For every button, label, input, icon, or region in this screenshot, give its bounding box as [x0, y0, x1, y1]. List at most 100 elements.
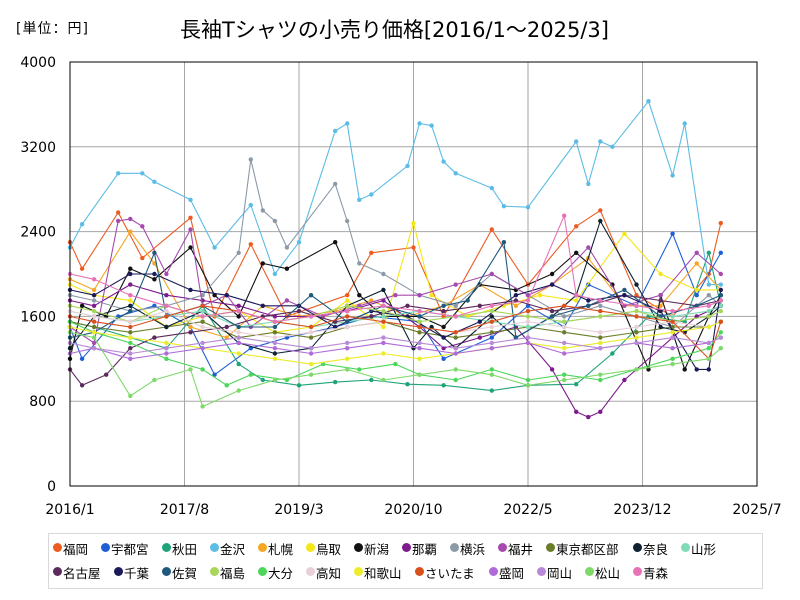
data-point: [188, 197, 193, 202]
data-point: [91, 335, 97, 340]
data-point: [236, 303, 241, 308]
legend-label: さいたま: [425, 566, 475, 581]
legend-marker: [258, 567, 267, 576]
data-point: [164, 356, 169, 361]
data-point: [634, 308, 639, 314]
legend-marker: [162, 543, 171, 552]
data-point: [128, 324, 133, 330]
data-point: [188, 215, 193, 220]
data-point: [634, 335, 639, 340]
data-point: [272, 324, 278, 330]
y-tick-label: 1600: [20, 309, 56, 325]
series-青森: [67, 213, 723, 324]
data-point: [200, 404, 205, 409]
data-point: [441, 383, 446, 388]
data-point: [453, 330, 458, 335]
legend-label: 秋田: [172, 542, 198, 557]
legend-label: 札幌: [268, 542, 294, 557]
legend-label: 岡山: [547, 566, 573, 581]
y-tick-label: 3200: [20, 140, 56, 156]
legend-label: 鳥取: [316, 542, 342, 557]
data-point: [489, 335, 494, 340]
data-point: [417, 319, 422, 324]
data-point: [525, 298, 531, 303]
data-point: [646, 99, 651, 104]
axis-ticks: 2016/1 2017/8 2019/3 2020/10 2022/5 2023/12 20…: [20, 55, 781, 518]
data-point: [188, 227, 193, 232]
data-point: [91, 308, 97, 314]
data-point: [369, 192, 374, 197]
legend-marker: [633, 543, 642, 552]
data-point: [417, 308, 422, 314]
data-point: [91, 277, 97, 282]
chart-title: 長袖Tシャツの小売り価格[2016/1～2025/3]: [180, 18, 609, 42]
data-point: [128, 335, 133, 340]
data-point: [718, 250, 723, 255]
data-point: [549, 314, 555, 319]
data-point: [598, 372, 603, 377]
data-point: [345, 298, 350, 303]
data-point: [670, 308, 675, 314]
legend-label: 佐賀: [172, 566, 198, 581]
data-point: [236, 335, 241, 340]
legend-marker: [498, 543, 507, 552]
legend-marker: [114, 567, 123, 576]
data-point: [549, 271, 555, 277]
legend-label: 東京都区部: [556, 542, 619, 557]
legend-marker: [210, 543, 219, 552]
data-point: [200, 324, 205, 330]
data-point: [634, 330, 639, 335]
series-line: [69, 222, 721, 333]
legend-marker: [258, 543, 267, 552]
data-point: [345, 340, 350, 346]
x-tick-label: 2025/7: [732, 502, 781, 518]
data-point: [308, 293, 314, 298]
data-point: [381, 303, 386, 308]
data-point: [128, 303, 133, 308]
data-point: [128, 229, 133, 234]
data-point: [116, 218, 121, 224]
data-point: [574, 298, 579, 303]
data-point: [562, 303, 567, 308]
data-point: [682, 121, 687, 126]
data-point: [91, 324, 97, 330]
data-point: [489, 372, 494, 377]
data-point: [357, 197, 362, 202]
legend-label: 山形: [691, 542, 717, 557]
data-point: [598, 340, 603, 346]
data-point: [91, 298, 97, 303]
data-point: [164, 308, 169, 314]
data-point: [296, 383, 302, 388]
legend-label: 福岡: [63, 542, 89, 557]
data-point: [128, 271, 133, 277]
data-point: [188, 330, 193, 335]
data-point: [525, 308, 531, 314]
series-line: [69, 321, 722, 365]
data-point: [562, 372, 567, 377]
data-point: [525, 383, 531, 388]
data-point: [200, 303, 205, 308]
data-point: [128, 340, 133, 346]
series-line: [69, 321, 722, 339]
data-point: [91, 293, 97, 298]
data-point: [706, 346, 711, 351]
data-point: [91, 346, 97, 351]
data-point: [549, 308, 555, 314]
data-point: [598, 218, 603, 224]
data-point: [574, 409, 579, 414]
data-point: [489, 314, 494, 319]
data-point: [694, 250, 699, 255]
data-point: [152, 179, 157, 184]
data-point: [694, 293, 699, 298]
data-point: [429, 293, 434, 298]
data-point: [116, 171, 121, 176]
data-point: [116, 210, 121, 215]
data-point: [670, 330, 675, 335]
data-point: [562, 213, 567, 218]
data-point: [694, 261, 699, 266]
data-point: [574, 224, 579, 229]
data-point: [574, 139, 579, 144]
data-point: [706, 250, 711, 255]
data-point: [91, 319, 97, 324]
data-point: [224, 383, 229, 388]
